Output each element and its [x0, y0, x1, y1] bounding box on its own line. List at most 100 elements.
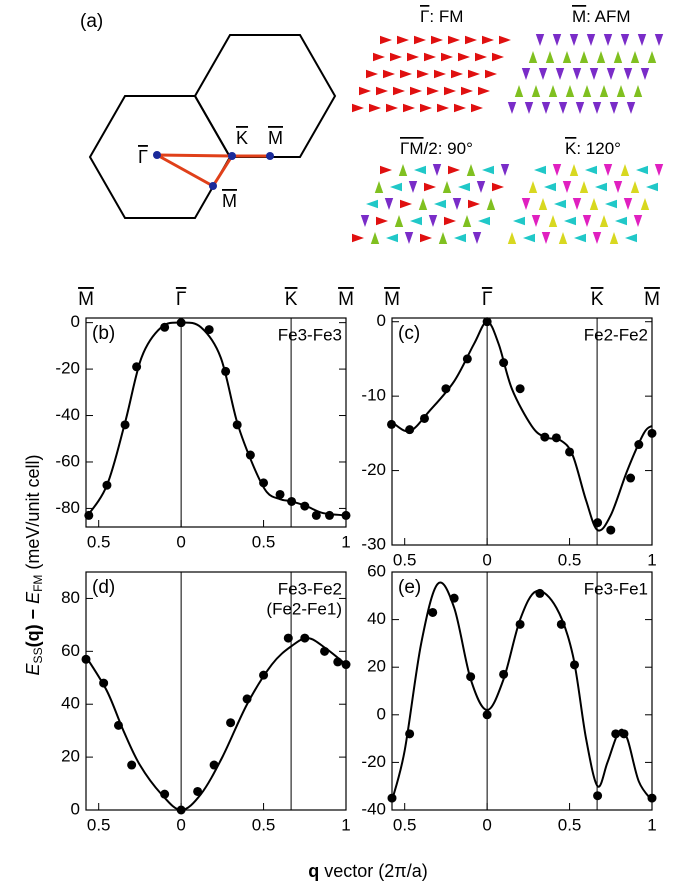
spin — [569, 164, 579, 176]
y-tick-label: -40 — [361, 799, 386, 818]
spin — [613, 51, 623, 63]
spin — [545, 51, 555, 63]
spin — [579, 51, 589, 63]
spin — [386, 233, 398, 243]
data-point — [287, 496, 297, 506]
spin — [427, 86, 439, 96]
data-point — [570, 660, 580, 670]
spin — [352, 103, 364, 113]
spin — [441, 52, 453, 62]
spin — [585, 165, 597, 175]
data-point — [325, 510, 335, 520]
spin — [605, 199, 617, 209]
label: K: 120° — [565, 139, 621, 158]
spin — [458, 52, 470, 62]
y-tick-label: 60 — [367, 561, 386, 580]
spin — [431, 35, 443, 45]
y-tick-label: 20 — [61, 747, 80, 766]
x-tick-label: 0.5 — [87, 532, 111, 551]
spin — [434, 199, 446, 209]
top-label: K — [591, 289, 604, 310]
data-point — [221, 366, 231, 376]
spin — [514, 85, 524, 97]
y-tick-label: 20 — [367, 657, 386, 676]
spin — [603, 164, 613, 176]
data-point — [160, 789, 170, 799]
spin — [414, 165, 426, 175]
y-axis-label: ESS(q) − EFM (meV/unit cell) — [23, 455, 45, 676]
data-point — [283, 633, 293, 643]
text-part: Γ — [138, 147, 148, 167]
text-part: M — [222, 191, 237, 211]
data-point — [428, 607, 438, 617]
x-tick-label: 0.5 — [393, 550, 417, 569]
spin — [390, 182, 402, 192]
top-label: Γ — [176, 289, 186, 310]
panel-name: Fe3-Fe2 — [278, 579, 342, 598]
spin — [507, 232, 517, 244]
spin — [462, 215, 472, 227]
spin — [374, 181, 384, 193]
spin — [574, 233, 586, 243]
spin — [468, 69, 480, 79]
panel-name: Fe2-Fe2 — [584, 325, 648, 344]
spin — [548, 85, 558, 97]
spin — [438, 232, 448, 244]
label: K — [236, 128, 248, 148]
data-point — [242, 694, 252, 704]
x-axis-label: q vector (2π/a) — [308, 861, 427, 881]
data-point — [81, 654, 91, 664]
spin — [586, 34, 596, 46]
spin — [582, 85, 592, 97]
fit-curve — [85, 637, 347, 812]
data-point — [99, 678, 109, 688]
spin — [478, 216, 490, 226]
data-point — [634, 440, 644, 450]
point — [209, 182, 217, 190]
spin — [615, 216, 627, 226]
spin — [468, 199, 480, 209]
data-point — [120, 420, 130, 430]
spin — [534, 165, 546, 175]
data-point — [466, 672, 476, 682]
data-point — [245, 450, 255, 460]
spin — [592, 232, 602, 244]
spin — [376, 216, 388, 226]
text-part: (meV/unit cell) — [23, 455, 43, 575]
panel-name: Fe3-Fe1 — [584, 579, 648, 598]
x-tick-label: 0.5 — [558, 815, 582, 834]
panel-tag: (d) — [92, 577, 115, 598]
spin — [640, 68, 650, 80]
spin — [437, 103, 449, 113]
spin — [623, 68, 633, 80]
point — [228, 152, 236, 160]
spin — [444, 86, 456, 96]
spin — [599, 215, 609, 227]
spin — [417, 69, 429, 79]
spin — [500, 164, 510, 176]
chart-panel: -30 -20 -10 0 0.5 0 0.5 1 M Γ K M (c) Fe2-Fe2 — [361, 289, 659, 569]
spin — [579, 181, 589, 193]
spin — [404, 232, 414, 244]
spin — [637, 34, 647, 46]
label: M — [222, 191, 237, 211]
data-point — [226, 718, 236, 728]
spin — [592, 102, 602, 114]
spin — [408, 181, 418, 193]
y-tick-label: -10 — [361, 386, 386, 405]
spin — [380, 35, 392, 45]
data-point — [593, 518, 603, 528]
label: Γ: FM — [420, 7, 463, 26]
spin — [524, 102, 534, 114]
spin — [613, 181, 623, 193]
spin — [458, 182, 470, 192]
spin — [507, 102, 517, 114]
x-tick-label: 1 — [647, 815, 656, 834]
spin — [451, 69, 463, 79]
spin — [420, 233, 432, 243]
data-point — [626, 473, 636, 483]
panel-tag: (b) — [92, 323, 115, 344]
spin-configs — [352, 34, 664, 244]
panel-name: (Fe2-Fe1) — [266, 599, 342, 618]
text-part: M — [268, 128, 283, 148]
